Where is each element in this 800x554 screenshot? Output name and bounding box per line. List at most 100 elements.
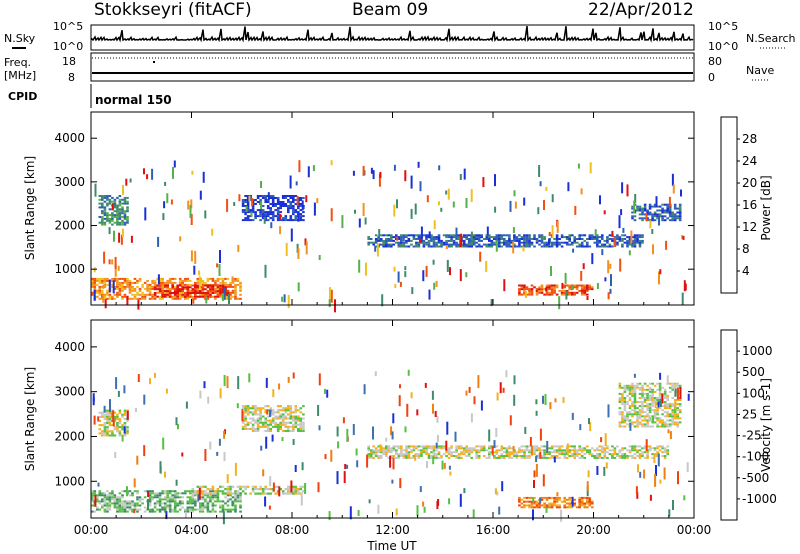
data-cell bbox=[539, 451, 542, 459]
data-cell bbox=[525, 455, 529, 457]
data-cell bbox=[186, 506, 190, 509]
data-cell bbox=[151, 498, 154, 501]
data-cell bbox=[508, 451, 511, 454]
data-cell bbox=[570, 449, 574, 452]
data-cell bbox=[226, 283, 230, 286]
data-cell bbox=[276, 199, 280, 201]
data-cell bbox=[591, 455, 594, 457]
data-cell bbox=[520, 506, 524, 509]
data-cell bbox=[237, 244, 240, 252]
data-cell bbox=[101, 430, 104, 433]
data-cell bbox=[676, 425, 679, 428]
data-cell bbox=[116, 426, 119, 429]
data-cell bbox=[607, 292, 610, 300]
data-cell bbox=[485, 260, 488, 272]
data-cell bbox=[594, 229, 597, 237]
data-cell bbox=[663, 415, 667, 418]
data-cell bbox=[372, 456, 375, 459]
data-cell bbox=[158, 494, 162, 497]
data-cell bbox=[475, 241, 478, 244]
data-cell bbox=[158, 504, 162, 507]
data-cell bbox=[648, 205, 652, 208]
data-cell bbox=[601, 234, 604, 237]
data-cell bbox=[161, 283, 164, 286]
data-cell bbox=[641, 388, 644, 391]
data-cell bbox=[256, 195, 260, 197]
data-cell bbox=[586, 241, 589, 244]
data-cell bbox=[379, 239, 383, 242]
data-cell bbox=[170, 199, 173, 205]
data-cell bbox=[513, 451, 516, 454]
data-cell bbox=[603, 466, 606, 476]
data-cell bbox=[553, 288, 556, 291]
data-cell bbox=[223, 375, 226, 386]
data-cell bbox=[219, 500, 222, 503]
data-cell bbox=[564, 272, 567, 284]
data-cell bbox=[153, 297, 157, 300]
data-cell bbox=[269, 203, 272, 205]
data-cell bbox=[297, 282, 300, 292]
data-cell bbox=[528, 293, 531, 296]
data-cell bbox=[603, 456, 607, 459]
data-cell bbox=[158, 297, 162, 300]
data-cell bbox=[676, 421, 679, 424]
data-cell bbox=[462, 449, 466, 452]
data-cell bbox=[300, 492, 303, 506]
data-cell bbox=[467, 241, 471, 244]
data-cell bbox=[467, 455, 471, 457]
data-cell bbox=[171, 297, 174, 300]
data-cell bbox=[677, 471, 679, 485]
data-cell bbox=[603, 455, 607, 457]
data-cell bbox=[116, 208, 119, 211]
data-cell bbox=[430, 447, 433, 450]
data-cell bbox=[610, 274, 612, 287]
data-cell bbox=[201, 288, 205, 291]
data-cell bbox=[103, 281, 107, 284]
data-cell bbox=[671, 219, 674, 222]
data-cell bbox=[236, 297, 240, 300]
data-cell bbox=[533, 234, 536, 237]
data-cell bbox=[377, 504, 380, 514]
data-cell bbox=[583, 504, 587, 507]
data-cell bbox=[276, 219, 280, 222]
data-cell bbox=[513, 238, 516, 240]
data-cell bbox=[206, 496, 210, 499]
data-cell bbox=[573, 284, 576, 287]
data-cell bbox=[578, 453, 581, 456]
data-cell bbox=[241, 203, 245, 205]
data-cell bbox=[241, 211, 245, 214]
data-cell bbox=[539, 428, 542, 441]
data-cell bbox=[249, 209, 252, 212]
data-cell bbox=[256, 419, 260, 422]
data-cell bbox=[538, 506, 541, 509]
data-cell bbox=[488, 456, 491, 459]
data-cell bbox=[317, 482, 320, 493]
data-cell bbox=[560, 453, 564, 456]
data-cell bbox=[372, 453, 375, 456]
data-cell bbox=[108, 202, 112, 205]
data-cell bbox=[605, 462, 608, 469]
data-cell bbox=[171, 498, 174, 501]
data-cell bbox=[161, 498, 164, 501]
data-cell bbox=[184, 511, 187, 518]
data-cell bbox=[294, 217, 298, 220]
data-cell bbox=[118, 492, 122, 495]
data-cell bbox=[261, 425, 265, 428]
data-cell bbox=[191, 506, 195, 509]
data-cell bbox=[151, 490, 154, 493]
data-cell bbox=[427, 445, 431, 448]
data-cell bbox=[281, 421, 285, 424]
data-cell bbox=[676, 417, 679, 420]
data-cell bbox=[201, 292, 205, 294]
data-cell bbox=[462, 236, 466, 239]
data-cell bbox=[211, 277, 215, 280]
data-cell bbox=[441, 460, 444, 470]
data-cell bbox=[106, 283, 109, 286]
data-cell bbox=[251, 211, 255, 214]
data-cell bbox=[367, 241, 370, 244]
data-cell bbox=[633, 447, 637, 450]
data-cell bbox=[189, 492, 192, 495]
data-cell bbox=[163, 284, 167, 287]
data-cell bbox=[154, 372, 156, 378]
data-cell bbox=[663, 447, 667, 450]
